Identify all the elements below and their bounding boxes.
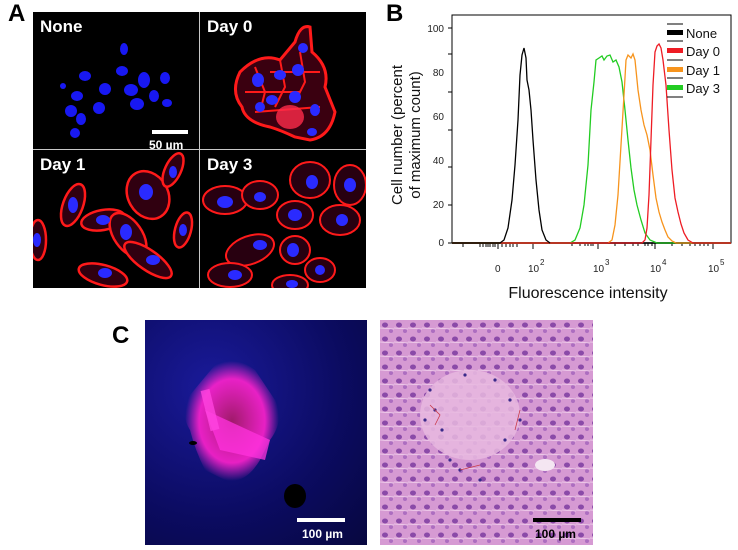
y-axis-label-line1: Cell number (percent: [389, 64, 406, 205]
x-tick-labels: 0 102 103 104 105: [495, 258, 725, 275]
legend-label-day1: Day 1: [686, 63, 720, 78]
x-axis-label: Fluorescence intensity: [508, 285, 667, 302]
svg-text:10: 10: [708, 264, 720, 275]
day0-image: [234, 25, 337, 142]
svg-text:2: 2: [540, 258, 545, 267]
svg-text:40: 40: [433, 156, 445, 167]
legend-label-day0: Day 0: [686, 44, 720, 59]
scalebar-a: [152, 130, 188, 134]
svg-text:100: 100: [427, 24, 444, 35]
day1-image: [33, 152, 194, 288]
tile-label-day0: Day 0: [207, 17, 253, 36]
y-tick-labels: 0 20 40 60 80 100: [427, 24, 444, 249]
svg-text:0: 0: [495, 264, 501, 275]
svg-text:10: 10: [593, 264, 605, 275]
svg-text:5: 5: [720, 258, 725, 267]
svg-text:0: 0: [438, 238, 444, 249]
svg-text:80: 80: [433, 68, 445, 79]
svg-text:60: 60: [433, 112, 445, 123]
legend-swatch-day0: [667, 48, 683, 53]
y-axis-label-line2: of maximum count): [407, 71, 424, 199]
tile-divider-vertical: [199, 12, 200, 288]
fluorescence-tissue-image: 100 µm: [145, 320, 367, 545]
tile-none: None 50 µm: [33, 12, 199, 149]
scalebar-c-left-label: 100 µm: [302, 527, 343, 541]
svg-text:4: 4: [662, 258, 667, 267]
scalebar-c-left: [297, 518, 345, 522]
he-stain-tissue-image: 100 µm: [380, 320, 593, 545]
tile-label-day1: Day 1: [40, 155, 86, 174]
series-day3: [452, 54, 731, 244]
scalebar-a-label: 50 µm: [149, 138, 184, 149]
legend-swatch-day3: [667, 85, 683, 90]
nuclei-image: [60, 43, 172, 138]
legend-swatch-none: [667, 30, 683, 35]
legend-label-none: None: [686, 26, 717, 41]
y-ticks: [448, 27, 452, 244]
tile-label-day3: Day 3: [207, 155, 253, 174]
legend-label-day3: Day 3: [686, 81, 720, 96]
tile-day3: Day 3: [200, 150, 366, 288]
svg-text:10: 10: [528, 264, 540, 275]
series-day1: [452, 52, 731, 244]
legend: None Day 0 Day 1 Day 3: [667, 23, 720, 98]
tissue-he: [380, 320, 593, 545]
series-none: [452, 47, 551, 244]
tile-label-none: None: [40, 17, 83, 36]
tile-day1: Day 1: [33, 150, 199, 288]
scalebar-c-right-label: 100 µm: [535, 527, 576, 541]
svg-text:10: 10: [650, 264, 662, 275]
tissue-fluorescence: [185, 361, 306, 508]
scalebar-c-right: [533, 518, 581, 522]
legend-swatch-day1: [667, 67, 683, 72]
panel-a-letter: A: [8, 0, 26, 27]
tile-day0: Day 0: [200, 12, 366, 149]
panel-b-letter: B: [386, 0, 404, 27]
series-day0: [452, 42, 731, 244]
svg-text:3: 3: [605, 258, 610, 267]
svg-text:20: 20: [433, 200, 445, 211]
day3-image: [202, 161, 366, 288]
panel-c-letter: C: [112, 322, 130, 349]
tile-divider-horizontal: [33, 149, 366, 150]
